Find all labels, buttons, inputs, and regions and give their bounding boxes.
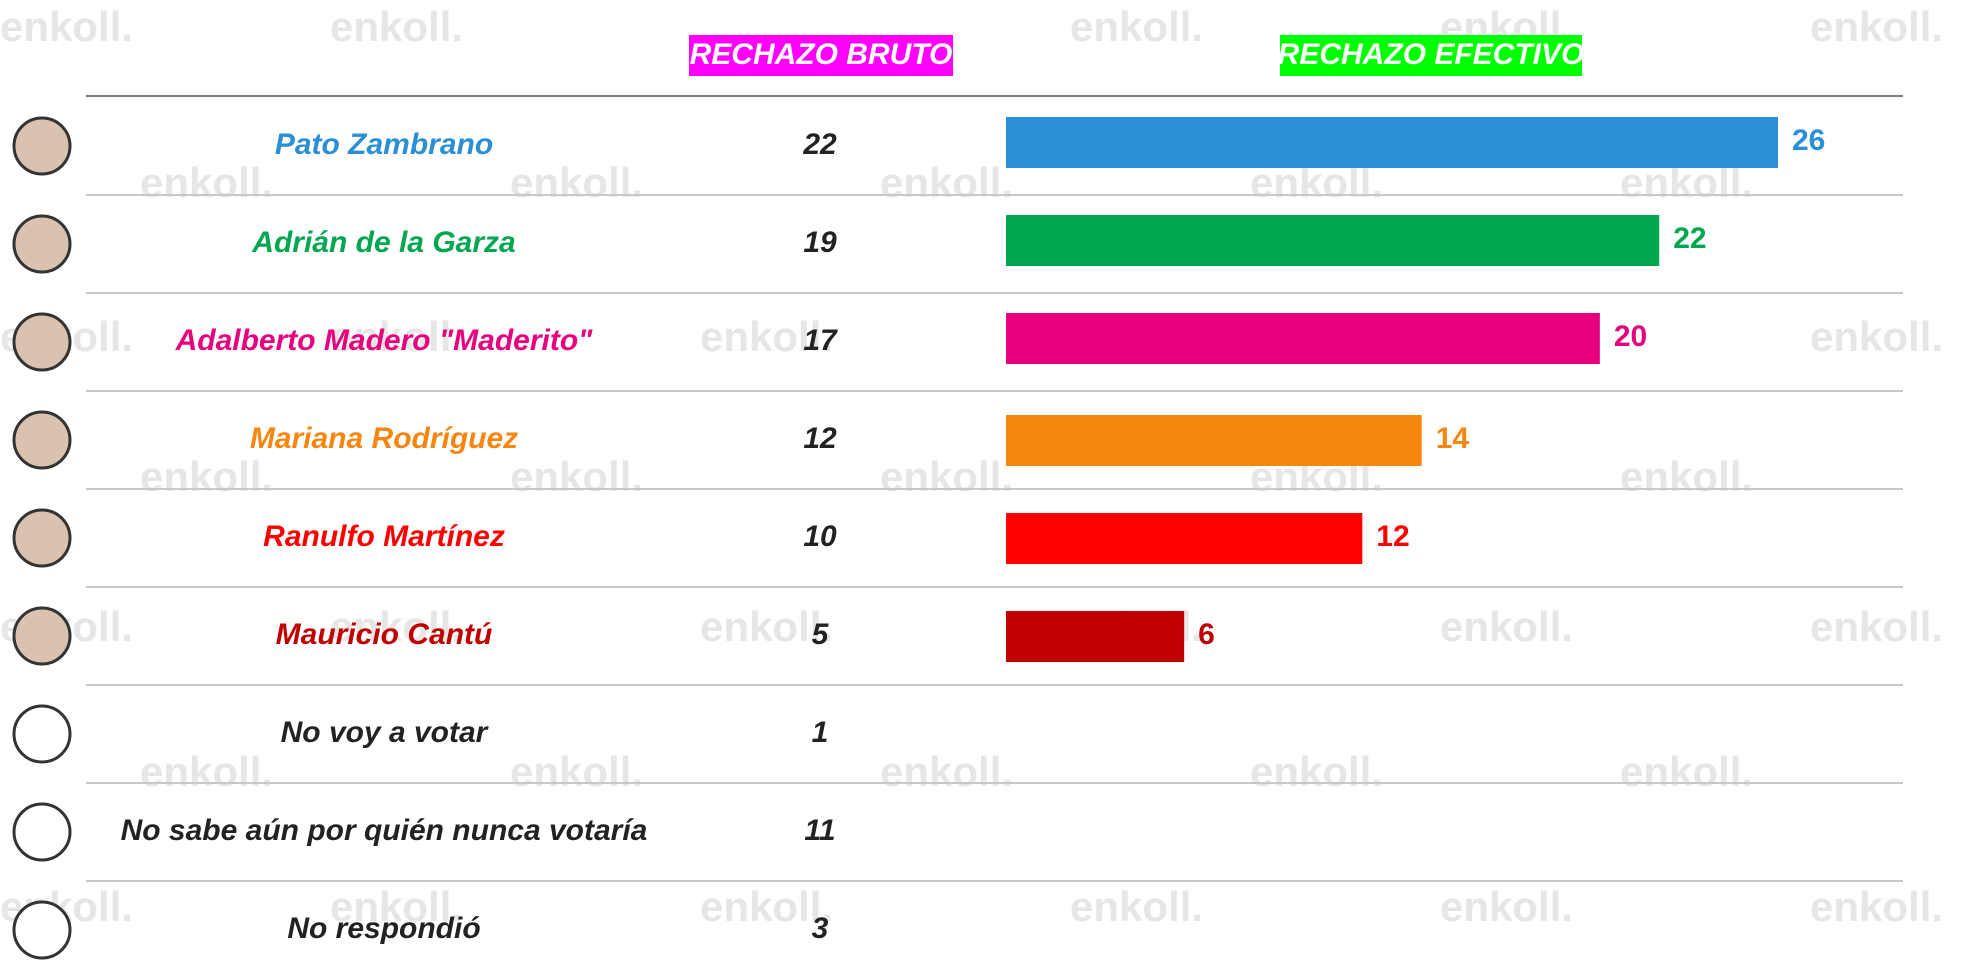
value-label: 22 (1673, 222, 1706, 255)
watermark: enkoll. (510, 748, 643, 795)
watermark: enkoll. (510, 159, 643, 206)
watermark: enkoll. (1620, 453, 1753, 500)
raw-value: 12 (803, 422, 837, 455)
watermark: enkoll. (880, 748, 1013, 795)
category-label: Pato Zambrano (275, 128, 493, 161)
watermark: enkoll. (1070, 883, 1203, 930)
icon (12, 214, 72, 274)
watermark: enkoll. (140, 748, 273, 795)
bar (1006, 313, 1600, 364)
watermark: enkoll. (1810, 3, 1943, 50)
watermark: enkoll. (700, 883, 833, 930)
bar (1006, 513, 1363, 564)
value-label: 6 (1198, 618, 1215, 651)
category-label: Adrián de la Garza (251, 226, 515, 259)
raw-value: 5 (812, 618, 830, 651)
header-bg (689, 35, 953, 76)
icon (12, 900, 72, 960)
header: RECHAZO BRUTO (690, 38, 953, 71)
watermark: enkoll. (1440, 603, 1573, 650)
bar (1006, 415, 1422, 466)
raw-value: 10 (803, 520, 837, 553)
watermark: enkoll. (330, 883, 463, 930)
raw-value: 17 (803, 324, 838, 357)
icon (12, 312, 72, 372)
raw-value: 11 (804, 814, 835, 847)
watermark: enkoll. (330, 313, 463, 360)
watermark: enkoll. (330, 603, 463, 650)
category-label: Ranulfo Martínez (263, 520, 505, 553)
watermark: enkoll. (0, 3, 133, 50)
icon (12, 410, 72, 470)
icon (12, 606, 72, 666)
watermark: enkoll. (1440, 883, 1573, 930)
raw-value: 19 (803, 226, 837, 259)
watermark: enkoll. (1810, 603, 1943, 650)
raw-value: 22 (802, 128, 837, 161)
value-label: 20 (1614, 320, 1647, 353)
category-label: No voy a votar (281, 716, 490, 749)
watermark: enkoll. (700, 313, 833, 360)
watermark: enkoll. (880, 159, 1013, 206)
header: RECHAZO EFECTIVO (1278, 38, 1585, 71)
watermark: enkoll. (510, 453, 643, 500)
bar (1006, 611, 1185, 662)
icon (12, 508, 72, 568)
watermark: enkoll. (1810, 883, 1943, 930)
watermark: enkoll. (330, 3, 463, 50)
icon (12, 802, 72, 862)
bar (1006, 215, 1660, 266)
watermark: enkoll. (1070, 3, 1203, 50)
category-label: No sabe aún por quién nunca votaría (121, 814, 648, 847)
raw-value: 1 (812, 716, 829, 749)
category-label: Mariana Rodríguez (250, 422, 518, 455)
value-label: 26 (1792, 124, 1825, 157)
watermark: enkoll. (1250, 748, 1383, 795)
watermark: enkoll. (1620, 748, 1753, 795)
category-label: Adalberto Madero "Maderito" (175, 324, 594, 357)
watermark: enkoll. (700, 603, 833, 650)
value-label: 12 (1376, 520, 1409, 553)
bar (1006, 117, 1778, 168)
watermark: enkoll. (140, 453, 273, 500)
watermark: enkoll. (880, 453, 1013, 500)
watermark: enkoll. (1810, 313, 1943, 360)
header-bg (1280, 35, 1582, 76)
icon (12, 116, 72, 176)
category-label: No respondió (287, 912, 480, 945)
watermark: enkoll. (140, 159, 273, 206)
icon (12, 704, 72, 764)
value-label: 14 (1436, 422, 1470, 455)
category-label: Mauricio Cantú (276, 618, 493, 651)
raw-value: 3 (812, 912, 829, 945)
